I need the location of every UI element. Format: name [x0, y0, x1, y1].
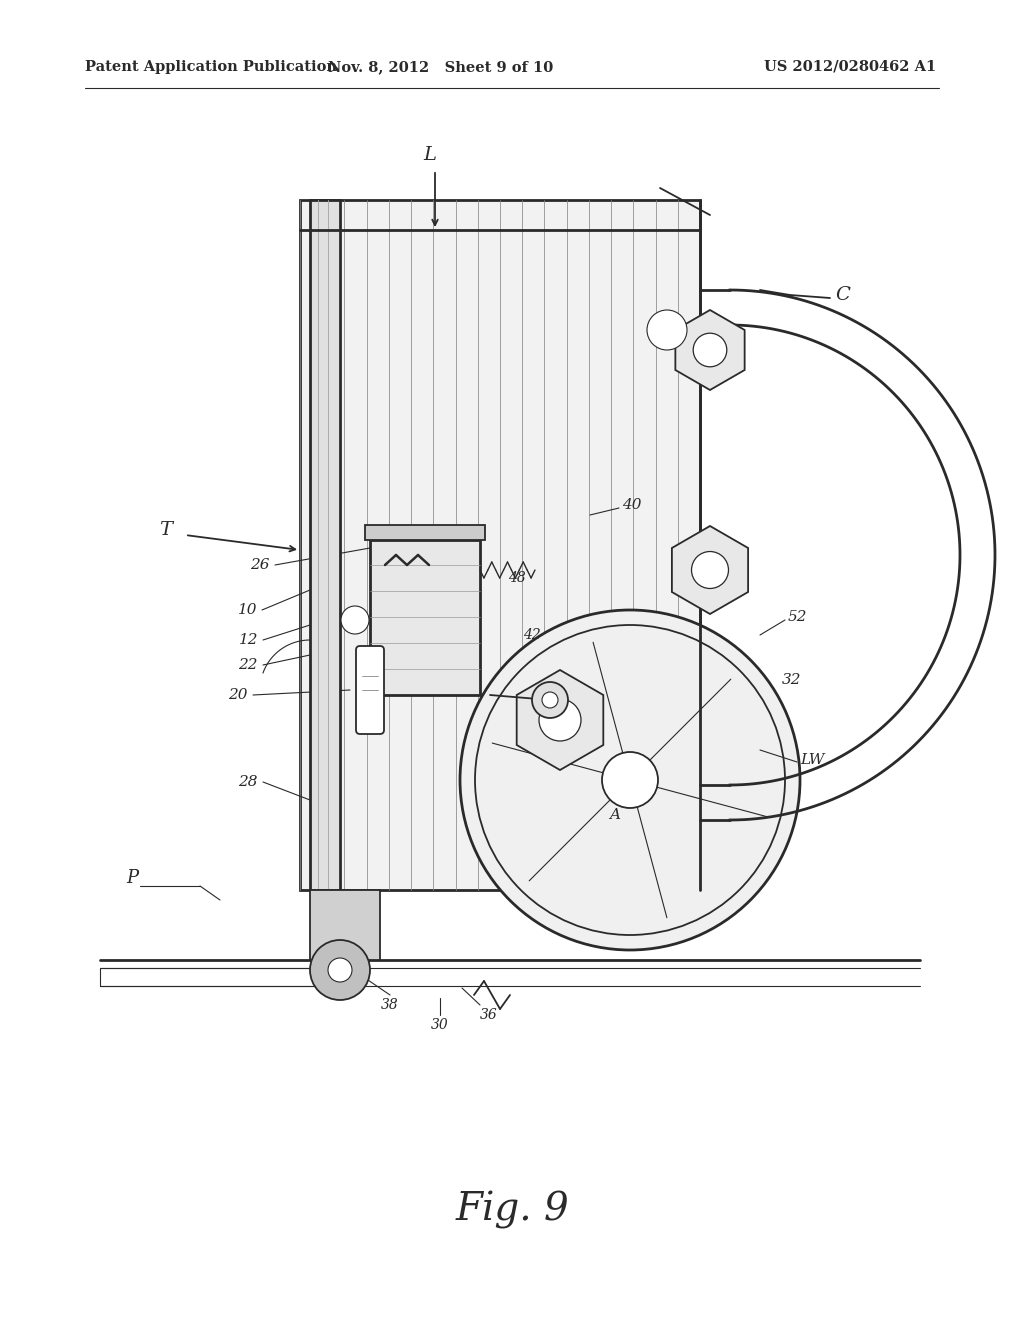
Bar — [310, 890, 380, 960]
Text: 30: 30 — [431, 1018, 449, 1032]
Circle shape — [328, 958, 352, 982]
Text: US 2012/0280462 A1: US 2012/0280462 A1 — [764, 59, 936, 74]
Polygon shape — [672, 525, 749, 614]
Text: A: A — [609, 808, 621, 822]
Text: 10: 10 — [238, 603, 257, 616]
Text: Nov. 8, 2012   Sheet 9 of 10: Nov. 8, 2012 Sheet 9 of 10 — [328, 59, 553, 74]
Circle shape — [602, 752, 658, 808]
Circle shape — [691, 552, 728, 589]
Text: 46: 46 — [380, 554, 397, 569]
Bar — [310, 201, 340, 890]
Text: Patent Application Publication: Patent Application Publication — [85, 59, 337, 74]
Text: 22: 22 — [239, 657, 258, 672]
Text: 38: 38 — [381, 998, 399, 1012]
Bar — [300, 201, 700, 890]
Text: 12: 12 — [239, 634, 258, 647]
Text: 26: 26 — [251, 558, 270, 572]
FancyBboxPatch shape — [356, 645, 384, 734]
Circle shape — [532, 682, 568, 718]
Text: Fig. 9: Fig. 9 — [455, 1191, 569, 1229]
Text: 20: 20 — [228, 688, 248, 702]
Circle shape — [539, 700, 581, 741]
Text: L: L — [424, 147, 436, 164]
Text: 28: 28 — [239, 775, 258, 789]
Text: 32: 32 — [782, 673, 802, 686]
Text: 42: 42 — [523, 628, 541, 642]
Text: T: T — [159, 521, 172, 539]
Bar — [370, 540, 480, 696]
Text: 36: 36 — [480, 1008, 498, 1022]
Circle shape — [341, 606, 369, 634]
Text: 52: 52 — [788, 610, 808, 624]
Circle shape — [693, 333, 727, 367]
Text: LW: LW — [800, 752, 824, 767]
Bar — [365, 525, 485, 540]
Circle shape — [647, 310, 687, 350]
Circle shape — [460, 610, 800, 950]
Polygon shape — [517, 671, 603, 770]
Text: C: C — [835, 286, 850, 304]
Text: P: P — [126, 869, 138, 887]
Polygon shape — [676, 310, 744, 389]
Bar — [100, 968, 330, 986]
Text: 48: 48 — [508, 572, 525, 585]
Circle shape — [542, 692, 558, 708]
Circle shape — [310, 940, 370, 1001]
Text: 40: 40 — [622, 498, 641, 512]
